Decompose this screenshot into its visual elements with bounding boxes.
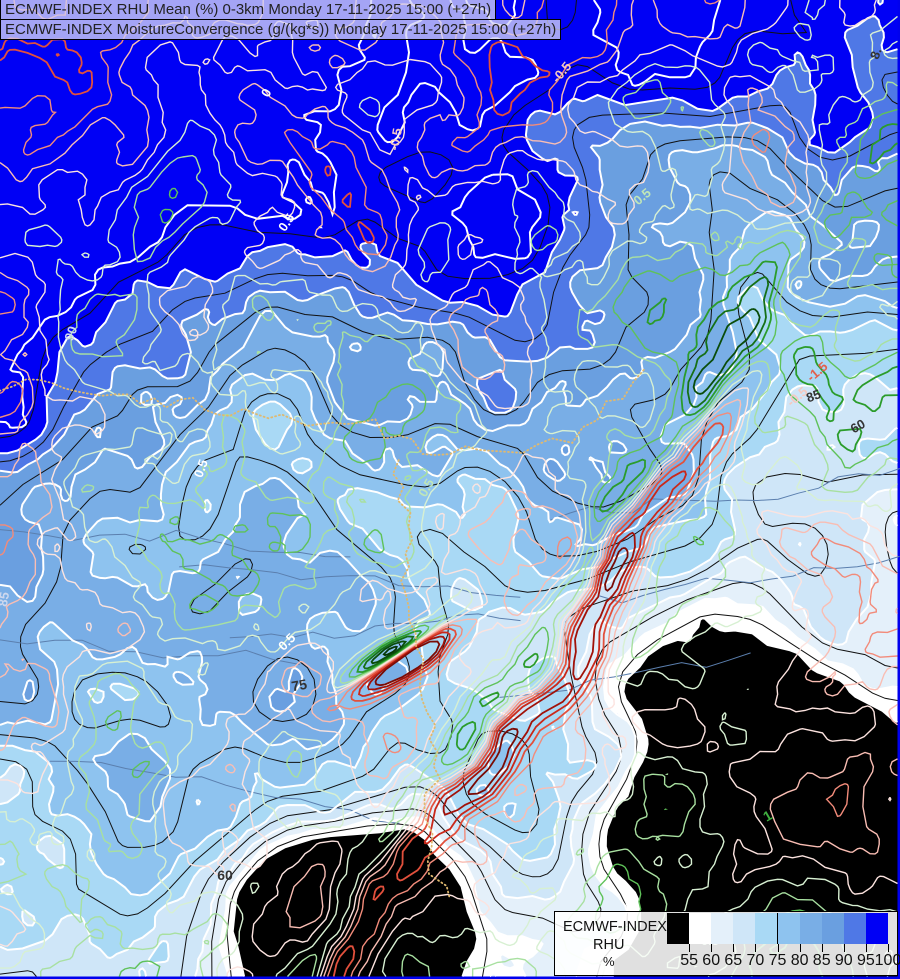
svg-text:60: 60 xyxy=(217,867,233,883)
svg-text:75: 75 xyxy=(290,676,308,694)
